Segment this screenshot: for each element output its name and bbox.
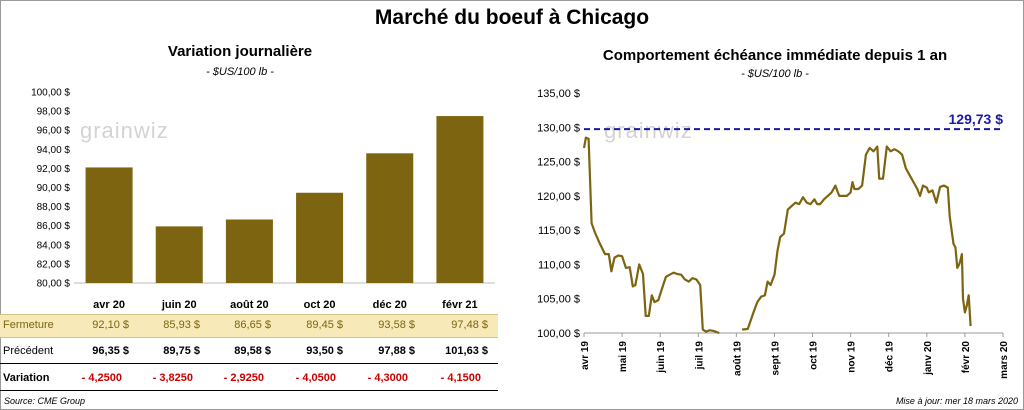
precedent-cell: 89,75 $ — [163, 345, 200, 357]
x-tick-label: juin 19 — [656, 341, 667, 374]
x-tick-label: oct 19 — [809, 341, 820, 370]
fermeture-cell: 86,65 $ — [234, 319, 271, 331]
y-tick-label: 96,00 $ — [37, 126, 71, 137]
variation-cell: - 4,3000 — [367, 372, 408, 384]
fermeture-cell: 92,10 $ — [92, 319, 129, 331]
left-chart-title: Variation journalière — [167, 43, 313, 60]
y-tick-label: 115,00 $ — [538, 225, 580, 237]
y-tick-label: 110,00 $ — [538, 259, 580, 271]
precedent-cell: 101,63 $ — [445, 345, 488, 357]
variation-cell: - 2,9250 — [223, 372, 264, 384]
y-tick-label: 120,00 $ — [537, 191, 580, 203]
reference-label: 129,73 $ — [949, 111, 1004, 127]
fermeture-cell: 93,58 $ — [378, 319, 415, 331]
bar — [436, 116, 484, 283]
y-tick-label: 130,00 $ — [537, 122, 580, 134]
bar — [85, 167, 133, 283]
right-chart-subtitle: - $US/100 lb - — [741, 68, 809, 80]
x-tick-label: févr 20 — [961, 341, 972, 374]
fermeture-row: Fermeture 92,10 $ 85,93 $ 86,65 $ 89,45 … — [0, 314, 498, 338]
y-tick-label: 82,00 $ — [37, 259, 71, 270]
precedent-cell: 93,50 $ — [306, 345, 343, 357]
y-tick-label: 98,00 $ — [37, 107, 71, 118]
x-tick-label: déc 19 — [885, 341, 896, 373]
variation-cell: - 3,8250 — [152, 372, 193, 384]
bar — [155, 226, 203, 283]
fermeture-label: Fermeture — [3, 319, 54, 331]
y-tick-label: 92,00 $ — [37, 164, 71, 175]
x-tick-label: août 20 — [230, 299, 269, 311]
y-tick-label: 80,00 $ — [37, 279, 71, 290]
x-tick-label: déc 20 — [373, 299, 407, 311]
x-tick-label: févr 21 — [442, 299, 477, 311]
line-chart: 100,00 $ 105,00 $ 110,00 $ 115,00 $ 120,00 $… — [537, 88, 1010, 379]
page-title: Marché du boeuf à Chicago — [374, 6, 650, 29]
x-tick-label: août 19 — [732, 341, 743, 376]
precedent-label: Précédent — [3, 345, 54, 357]
left-watermark: grainwiz — [80, 118, 169, 143]
precedent-cell: 96,35 $ — [92, 345, 129, 357]
x-tick-label: nov 19 — [847, 341, 858, 373]
y-tick-label: 105,00 $ — [537, 294, 580, 306]
y-tick-label: 86,00 $ — [37, 221, 71, 232]
series-line — [741, 145, 972, 331]
variation-cell: - 4,2500 — [81, 372, 122, 384]
variation-row: Variation - 4,2500 - 3,8250 - 2,9250 - 4… — [0, 368, 498, 391]
precedent-row: Précédent 96,35 $ 89,75 $ 89,58 $ 93,50 … — [0, 341, 498, 364]
x-tick-label: avr 19 — [580, 341, 591, 370]
fermeture-cell: 97,48 $ — [451, 319, 488, 331]
right-watermark: grainwiz — [604, 118, 693, 143]
y-tick-label: 125,00 $ — [537, 157, 580, 169]
y-tick-label: 90,00 $ — [37, 183, 71, 194]
bar — [366, 153, 414, 283]
x-tick-label: juin 20 — [161, 299, 197, 311]
x-tick-label: janv 20 — [923, 341, 934, 376]
update-note: Mise à jour: mer 18 mars 2020 — [895, 396, 1018, 406]
y-tick-label: 135,00 $ — [537, 88, 580, 100]
right-chart-title: Comportement échéance immédiate depuis 1… — [602, 47, 948, 64]
variation-label: Variation — [3, 372, 50, 384]
source-note: Source: CME Group — [4, 396, 86, 406]
x-tick-label: sept 19 — [770, 341, 781, 376]
fermeture-cell: 85,93 $ — [163, 319, 200, 331]
bar — [225, 219, 273, 283]
x-tick-label: juil 19 — [694, 341, 705, 371]
y-tick-label: 100,00 $ — [31, 88, 70, 99]
left-chart-subtitle: - $US/100 lb - — [206, 66, 274, 78]
x-tick-label: oct 20 — [304, 299, 336, 311]
x-tick-label: mars 20 — [999, 341, 1010, 379]
y-tick-label: 100,00 $ — [537, 328, 580, 340]
bar-chart: 80,00 $ 82,00 $ 84,00 $ 86,00 $ 88,00 $ 90,00… — [31, 88, 495, 311]
y-tick-label: 94,00 $ — [37, 145, 71, 156]
bar — [296, 192, 344, 283]
precedent-cell: 97,88 $ — [378, 345, 415, 357]
variation-cell: - 4,1500 — [440, 372, 481, 384]
series-line — [582, 136, 720, 335]
y-tick-label: 88,00 $ — [37, 202, 71, 213]
x-tick-label: avr 20 — [93, 299, 125, 311]
y-tick-label: 84,00 $ — [37, 240, 71, 251]
x-tick-label: mai 19 — [618, 341, 629, 373]
fermeture-cell: 89,45 $ — [306, 319, 343, 331]
precedent-cell: 89,58 $ — [234, 345, 271, 357]
variation-cell: - 4,0500 — [295, 372, 336, 384]
